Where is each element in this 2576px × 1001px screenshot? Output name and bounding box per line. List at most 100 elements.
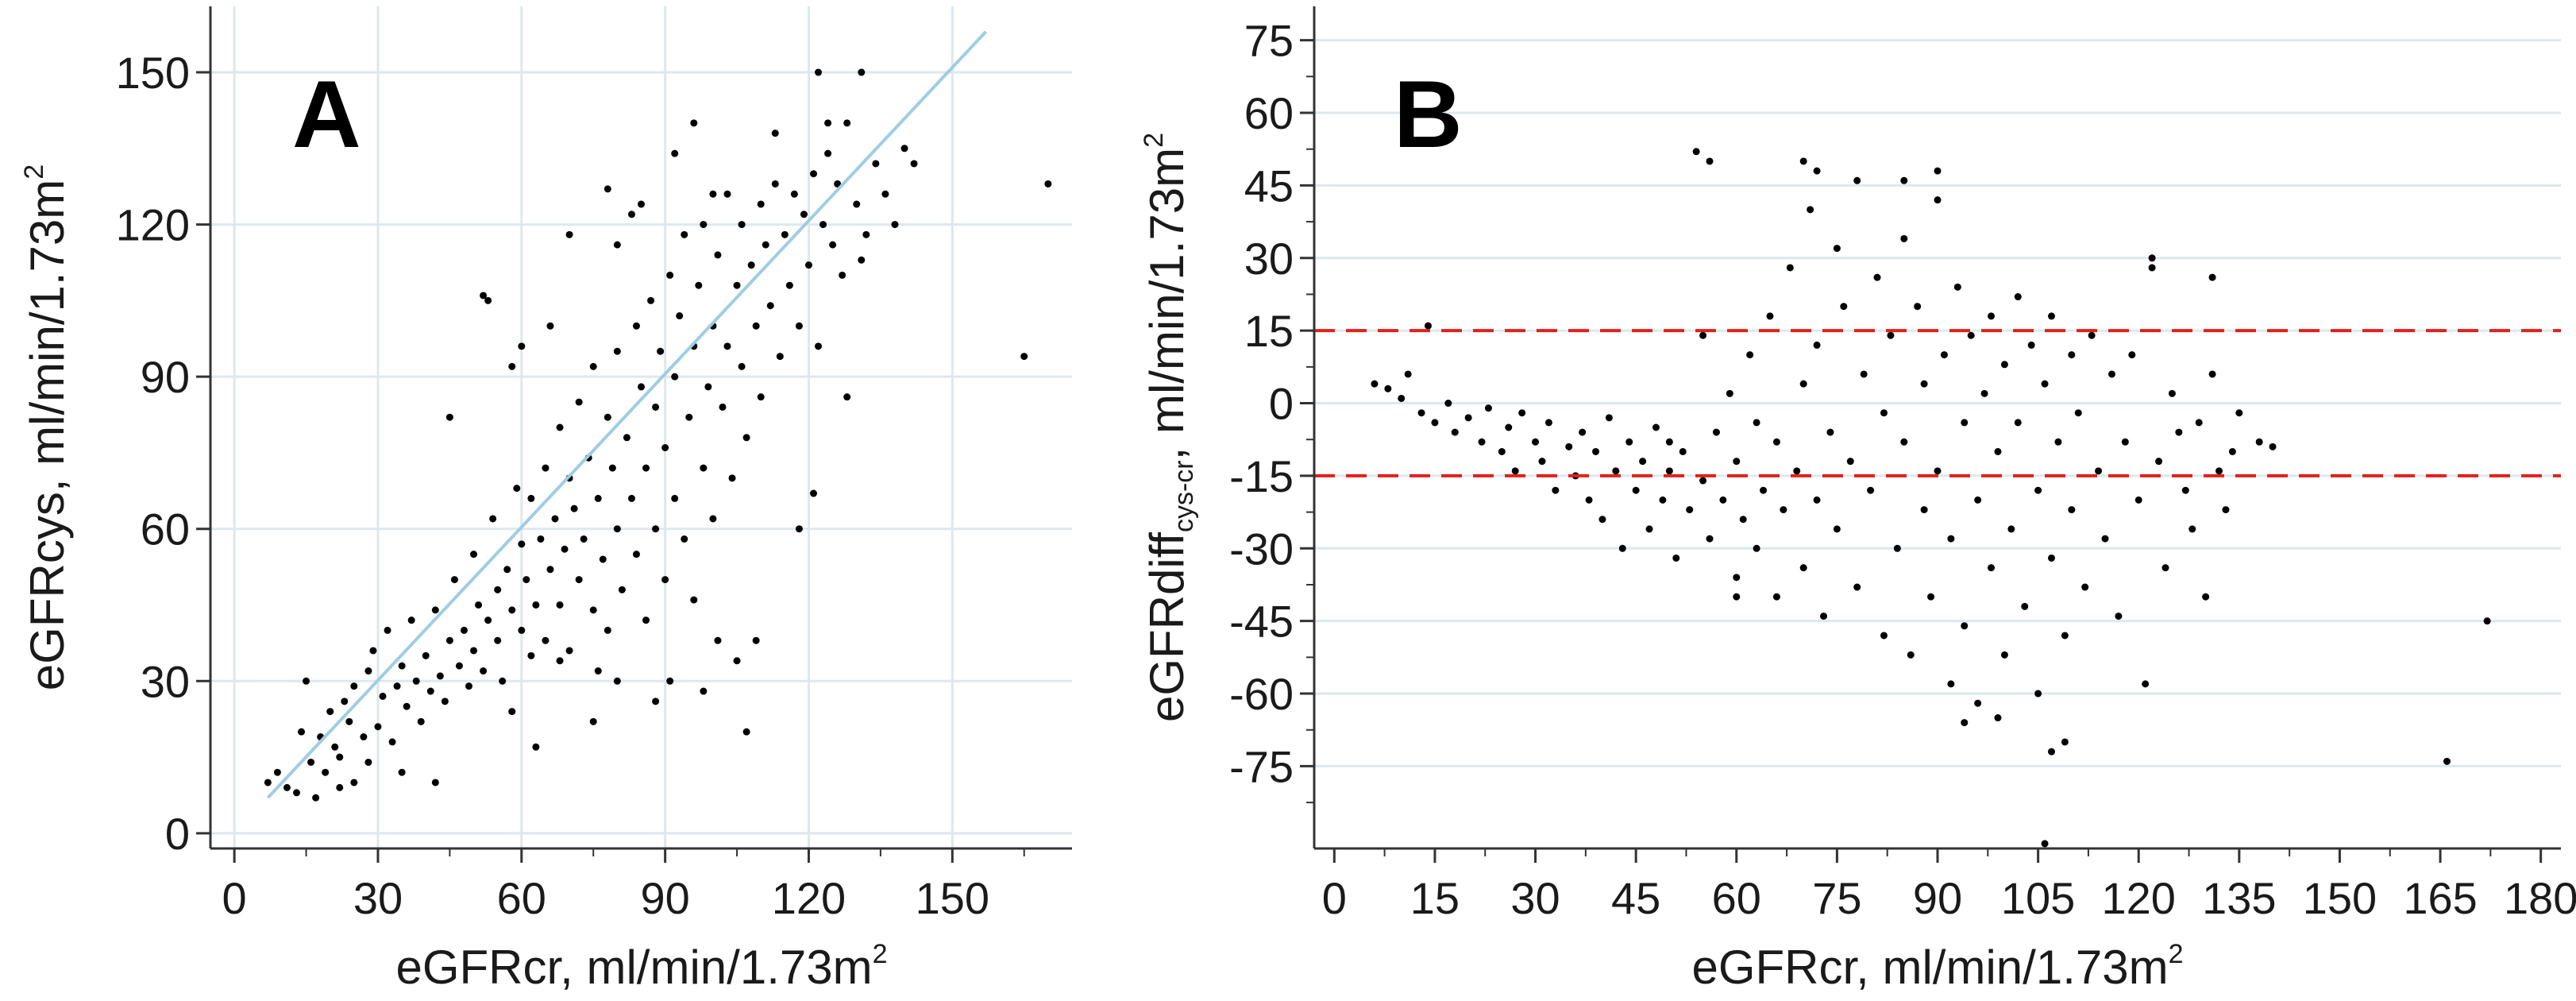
panel-a-data-point: [671, 149, 679, 157]
panel-a-data-point: [652, 403, 660, 411]
panel-b-reference-lines: [1314, 329, 2561, 477]
panel-a-data-point: [470, 551, 478, 558]
panel-a-data-point: [638, 200, 645, 208]
panel-b-data-point: [2134, 496, 2142, 504]
panel-b-data-point: [1900, 438, 1908, 446]
panel-a-data-point: [829, 241, 837, 249]
panel-a-data-point: [627, 211, 635, 218]
panel-b-data-point: [1733, 458, 1741, 466]
panel-b-data-point: [1820, 613, 1828, 620]
panel-b-data-point: [1398, 394, 1406, 402]
panel-b-data-point: [1598, 516, 1606, 524]
panel-a-x-axis-label: eGFRcr, ml/min/1.73m2: [395, 939, 887, 994]
panel-a-data-point: [762, 241, 769, 249]
panel-b-data-point: [1793, 467, 1801, 475]
panel-a-data-point: [422, 651, 430, 659]
panel-a-data-point: [364, 758, 372, 766]
panel-a-data-point: [532, 743, 540, 751]
panel-b-data-point: [1887, 331, 1895, 339]
panel-a-data-point: [843, 393, 851, 401]
panel-b-data-point: [1840, 303, 1848, 311]
panel-a-y-tick-label: 150: [116, 48, 190, 98]
panel-a-data-point: [556, 657, 564, 665]
panel-b-data-point: [1679, 447, 1687, 455]
panel-b-data-point: [1706, 157, 1714, 165]
panel-a-data-point: [298, 728, 306, 736]
panel-b-data-point: [2128, 351, 2136, 359]
panel-a-data-point: [690, 119, 698, 127]
panel-b-y-ticks: 75 60 45 30 15 0 -15 -30 -45 -60 -75: [1229, 16, 1314, 804]
panel-a-data-point: [742, 728, 750, 736]
panel-a-y-ticks: 0 30 60 90 120 150: [116, 48, 210, 859]
panel-a-data-point: [565, 230, 573, 238]
panel-b-data-point: [2168, 389, 2176, 397]
panel-b-data-point: [2014, 419, 2022, 427]
panel-a-data-point: [513, 485, 521, 493]
panel-b-data-point: [1907, 651, 1915, 659]
panel-a-data-point: [790, 190, 798, 198]
panel-a-data-point: [700, 464, 708, 472]
panel-a-data-point: [508, 606, 516, 614]
panel-b-data-point: [1733, 574, 1741, 582]
panel-a-data-point: [819, 221, 827, 229]
panel-b-data-point: [1618, 544, 1626, 552]
panel-b-data-point: [2195, 419, 2203, 427]
panel-b-data-point: [1753, 419, 1760, 427]
panel-a-data-point: [733, 657, 741, 665]
panel-b-data-point: [1833, 245, 1841, 253]
panel-b-data-point: [1772, 593, 1780, 601]
panel-a-data-point: [776, 353, 784, 361]
panel-a-data-point: [436, 672, 444, 680]
panel-b-points: [1371, 148, 2491, 848]
panel-b-y-tick-label: 0: [1269, 379, 1294, 429]
panel-b-data-point: [2148, 264, 2156, 272]
panel-b-data-point: [1625, 438, 1633, 446]
panel-b-data-point: [2000, 361, 2008, 369]
panel-b-data-point: [1974, 496, 1982, 504]
panel-a-data-point: [556, 423, 564, 431]
panel-b-data-point: [1980, 389, 1988, 397]
panel-b-y-axis-label: eGFRdiffcys-cr, ml/min/1.73m2: [1139, 133, 1199, 722]
panel-a-data-point: [723, 342, 731, 350]
panel-a-data-point: [738, 221, 746, 229]
panel-b-data-point: [2235, 409, 2243, 417]
panel-b-data-point: [1505, 423, 1513, 431]
panel-a-data-point: [613, 241, 621, 249]
panel-a-data-point: [652, 525, 660, 533]
panel-b-data-point: [1947, 680, 1955, 688]
panel-b-data-point: [1799, 380, 1807, 388]
panel-b-data-point: [2269, 443, 2277, 450]
panel-a-data-point: [546, 322, 554, 330]
panel-b-data-point: [1893, 544, 1901, 552]
panel-b-data-point: [1799, 157, 1807, 165]
panel-b-data-point: [1846, 458, 1854, 466]
panel-b-data-point: [1853, 176, 1861, 184]
panel-b-data-point: [2027, 341, 2035, 349]
panel-b-data-point: [2088, 331, 2096, 339]
panel-a-x-tick-label: 150: [916, 873, 989, 923]
panel-b-data-point: [1953, 283, 1961, 291]
panel-b-data-point: [2181, 486, 2189, 494]
panel-b-data-point: [1860, 370, 1868, 378]
panel-a-data-point: [575, 398, 583, 406]
panel-a-data-point: [785, 281, 793, 289]
panel-a-data-point: [810, 489, 817, 497]
panel-a-data-point: [613, 677, 621, 685]
panel-b-data-point: [2101, 535, 2109, 543]
panel-a-data-point: [795, 322, 803, 330]
panel-a-data-point: [839, 271, 846, 279]
panel-a-data-point: [752, 322, 760, 330]
panel-a-data-point: [608, 464, 616, 472]
panel-b-data-point: [2188, 525, 2196, 533]
panel-b-data-point: [1532, 438, 1540, 446]
panel-b-data-point: [1719, 496, 1727, 504]
panel-a-data-point: [331, 743, 339, 751]
panel-b-x-tick-label: 105: [2001, 873, 2075, 923]
panel-b-data-point: [2068, 506, 2076, 514]
panel-a-data-point: [542, 464, 550, 472]
panel-b-data-point: [1706, 535, 1714, 543]
panel-a-data-point: [589, 606, 597, 614]
panel-b-data-point: [1451, 428, 1459, 436]
panel-b-data-point: [2228, 447, 2236, 455]
